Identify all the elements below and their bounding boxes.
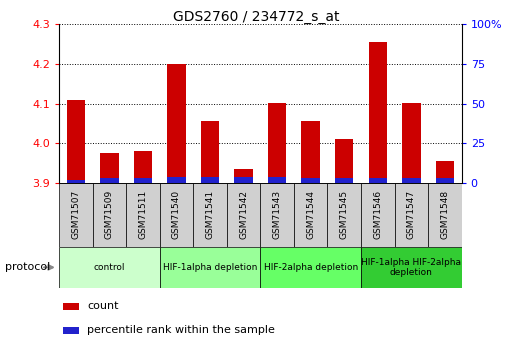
Text: HIF-1alpha HIF-2alpha
depletion: HIF-1alpha HIF-2alpha depletion bbox=[361, 258, 461, 277]
Bar bbox=[394, 183, 428, 247]
Text: HIF-1alpha depletion: HIF-1alpha depletion bbox=[163, 263, 257, 272]
Bar bbox=[227, 183, 260, 247]
Text: GSM71511: GSM71511 bbox=[139, 190, 147, 239]
Bar bbox=[167, 177, 186, 183]
Bar bbox=[92, 183, 126, 247]
Bar bbox=[201, 177, 219, 183]
Bar bbox=[134, 178, 152, 183]
Bar bbox=[335, 178, 353, 183]
Bar bbox=[327, 183, 361, 247]
Bar bbox=[294, 183, 327, 247]
Bar bbox=[67, 180, 85, 183]
Bar bbox=[126, 183, 160, 247]
Bar bbox=[260, 183, 294, 247]
Text: GSM71509: GSM71509 bbox=[105, 190, 114, 239]
Text: GSM71546: GSM71546 bbox=[373, 190, 382, 239]
Bar bbox=[167, 64, 186, 183]
Bar bbox=[428, 183, 462, 247]
Text: count: count bbox=[87, 301, 119, 311]
Bar bbox=[302, 121, 320, 183]
Bar bbox=[436, 178, 454, 183]
Bar bbox=[67, 99, 85, 183]
Bar bbox=[160, 183, 193, 247]
Text: GSM71507: GSM71507 bbox=[71, 190, 80, 239]
Bar bbox=[368, 42, 387, 183]
Bar bbox=[268, 177, 286, 183]
Bar bbox=[268, 104, 286, 183]
Bar bbox=[234, 177, 253, 183]
Text: GDS2760 / 234772_s_at: GDS2760 / 234772_s_at bbox=[173, 10, 340, 24]
Text: percentile rank within the sample: percentile rank within the sample bbox=[87, 325, 275, 335]
Bar bbox=[193, 183, 227, 247]
Bar bbox=[134, 151, 152, 183]
Text: GSM71540: GSM71540 bbox=[172, 190, 181, 239]
Bar bbox=[335, 139, 353, 183]
Bar bbox=[63, 303, 79, 310]
Bar bbox=[361, 183, 394, 247]
Bar bbox=[234, 169, 253, 183]
Text: HIF-2alpha depletion: HIF-2alpha depletion bbox=[264, 263, 358, 272]
Bar bbox=[201, 121, 219, 183]
Text: GSM71544: GSM71544 bbox=[306, 190, 315, 239]
Text: GSM71542: GSM71542 bbox=[239, 190, 248, 239]
Text: GSM71545: GSM71545 bbox=[340, 190, 349, 239]
Text: GSM71541: GSM71541 bbox=[206, 190, 214, 239]
Text: GSM71543: GSM71543 bbox=[272, 190, 282, 239]
Bar bbox=[368, 178, 387, 183]
Bar bbox=[160, 247, 260, 288]
Text: GSM71547: GSM71547 bbox=[407, 190, 416, 239]
Bar bbox=[302, 178, 320, 183]
Bar bbox=[63, 327, 79, 334]
Bar bbox=[100, 178, 119, 183]
Text: protocol: protocol bbox=[5, 263, 50, 272]
Bar bbox=[436, 161, 454, 183]
Text: control: control bbox=[93, 263, 125, 272]
Bar bbox=[402, 104, 421, 183]
Text: GSM71548: GSM71548 bbox=[441, 190, 449, 239]
Bar bbox=[402, 178, 421, 183]
Bar bbox=[361, 247, 462, 288]
Bar bbox=[100, 153, 119, 183]
Bar bbox=[59, 247, 160, 288]
Bar bbox=[260, 247, 361, 288]
Bar bbox=[59, 183, 92, 247]
